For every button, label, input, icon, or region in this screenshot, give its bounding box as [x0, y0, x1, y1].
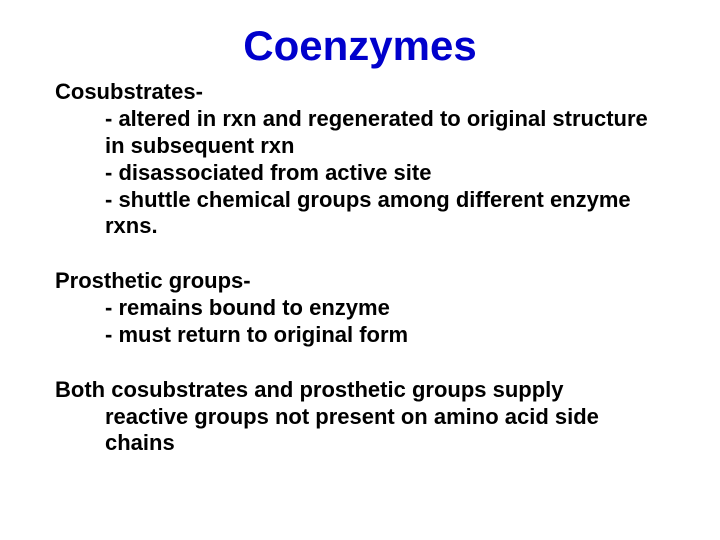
bullet-item: - remains bound to enzyme	[105, 295, 665, 322]
bullet-item: - disassociated from active site	[105, 160, 665, 187]
footer-line: Both cosubstrates and prosthetic groups …	[55, 377, 665, 404]
bullet-item: - altered in rxn and regenerated to orig…	[105, 106, 665, 160]
section-prosthetic: Prosthetic groups- - remains bound to en…	[55, 268, 665, 348]
page-title: Coenzymes	[55, 20, 665, 71]
section-header-prosthetic: Prosthetic groups-	[55, 268, 665, 295]
section-cosubstrates: Cosubstrates- - altered in rxn and regen…	[55, 79, 665, 240]
bullet-group-prosthetic: - remains bound to enzyme - must return …	[55, 295, 665, 349]
section-header-cosubstrates: Cosubstrates-	[55, 79, 665, 106]
bullet-group-cosubstrates: - altered in rxn and regenerated to orig…	[55, 106, 665, 240]
footer-line-indented: reactive groups not present on amino aci…	[55, 404, 665, 458]
bullet-item: - shuttle chemical groups among differen…	[105, 187, 665, 241]
footer-text-block: Both cosubstrates and prosthetic groups …	[55, 377, 665, 457]
bullet-item: - must return to original form	[105, 322, 665, 349]
